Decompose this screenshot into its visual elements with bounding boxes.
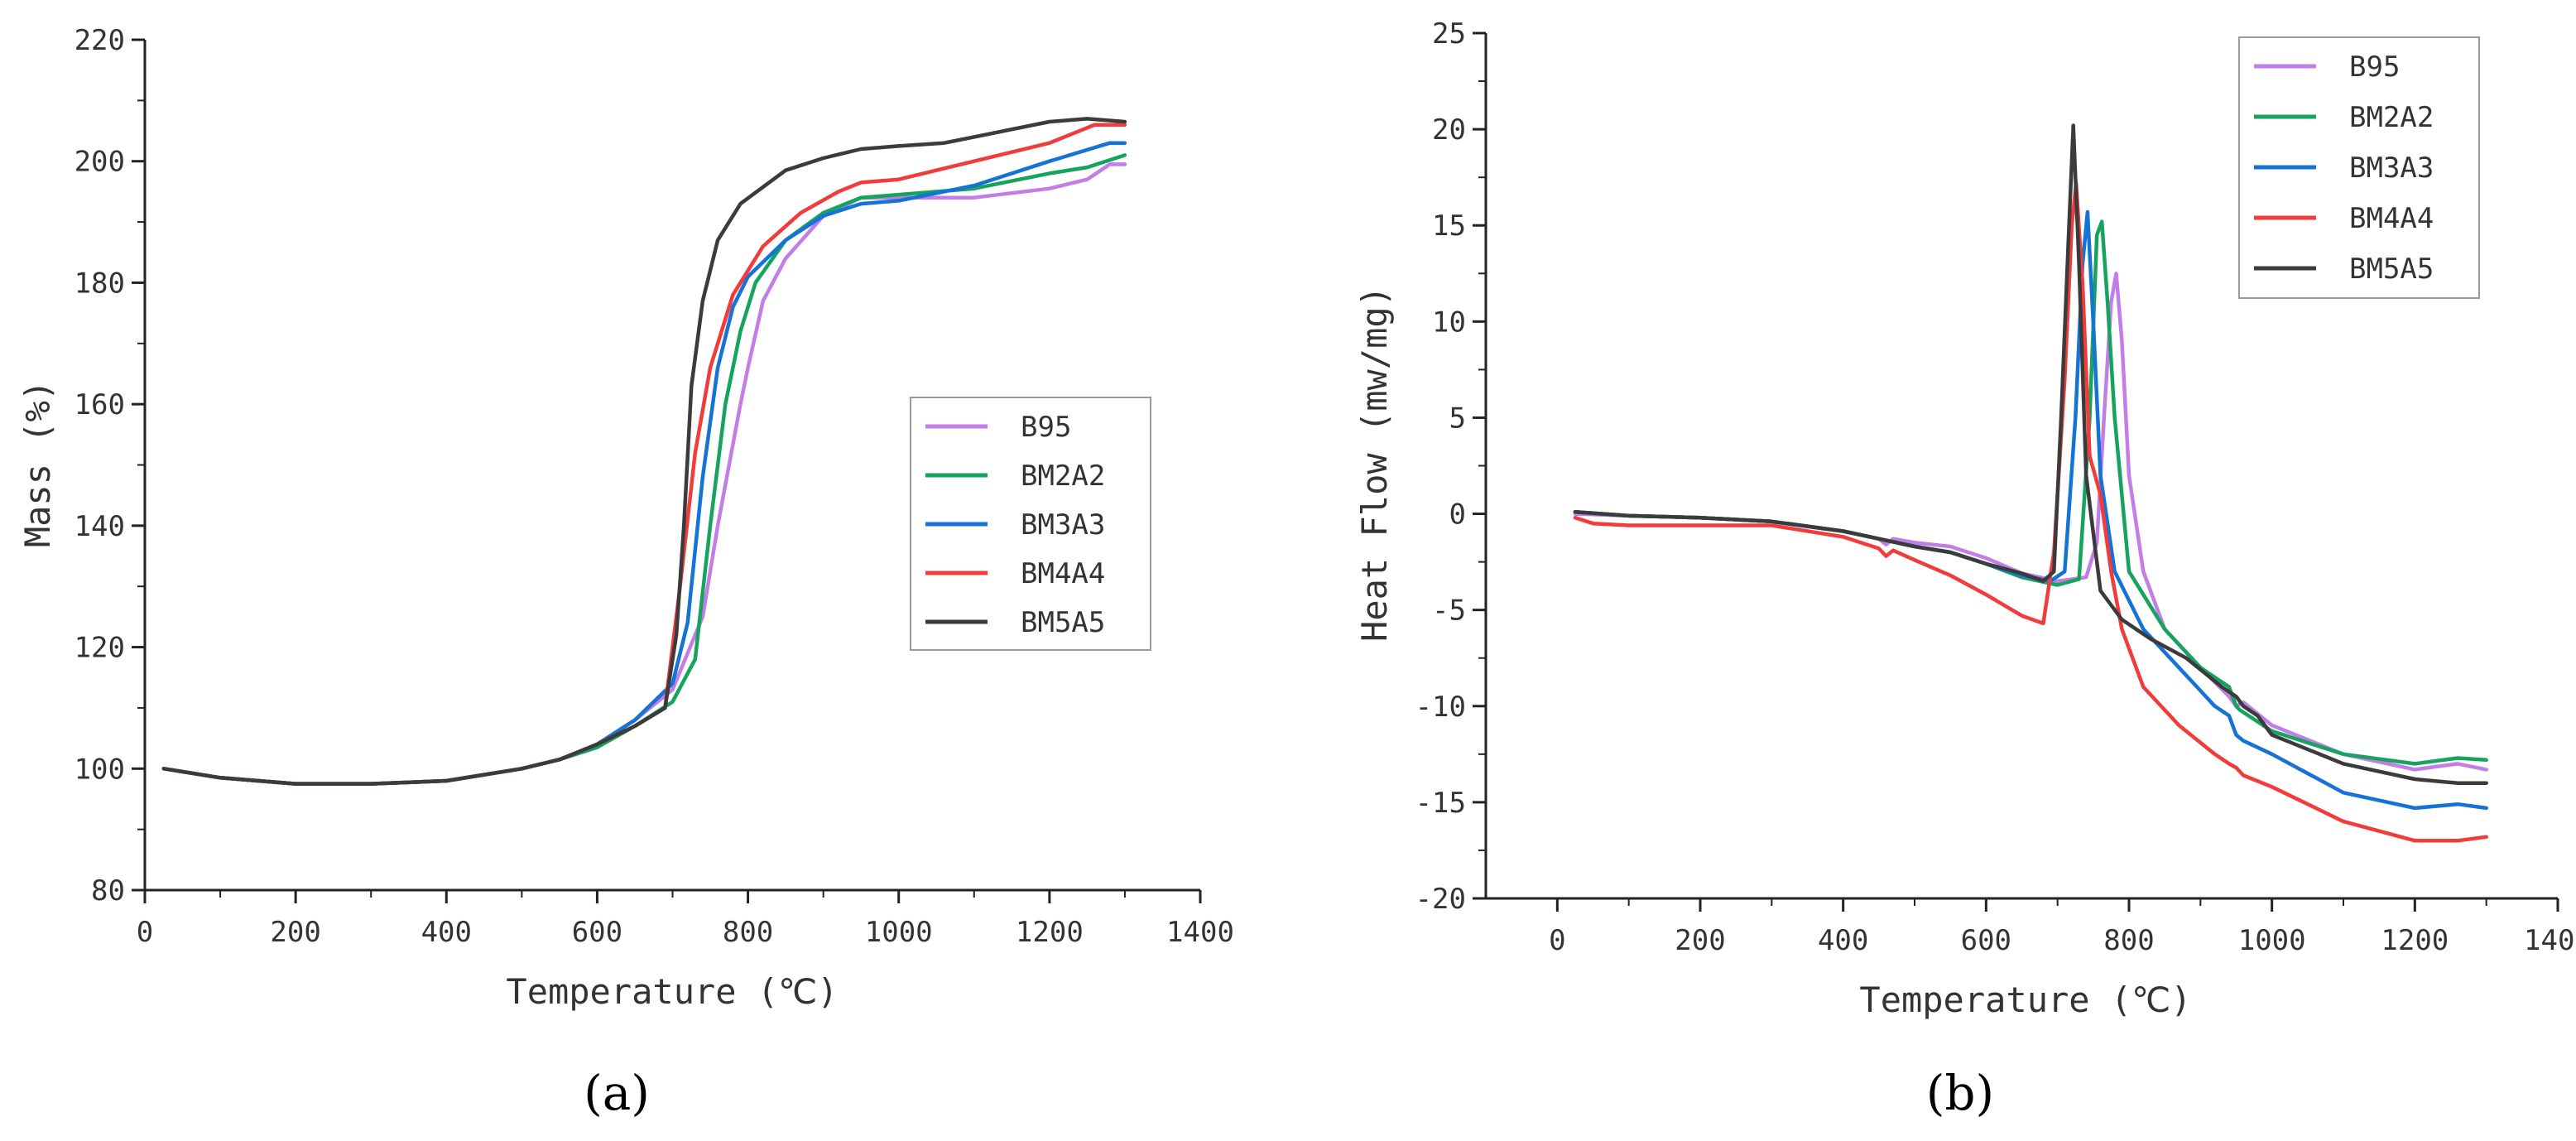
chart-a-y-tick-label: 200: [74, 146, 125, 179]
chart-b-panel-label: (b): [1926, 1065, 1994, 1121]
chart-b-legend-label-bm3a3: BM3A3: [2349, 152, 2434, 185]
chart-b-x-tick-labels: 0 200 400 600 800 1000 1200 1400: [1549, 924, 2576, 957]
chart-a-x-tick-label: 0: [137, 916, 153, 949]
chart-a-y-axis-title: Mass (%): [17, 380, 58, 547]
chart-a-y-tick-label: 100: [74, 753, 125, 786]
chart-a-legend-label-bm4a4: BM4A4: [1021, 557, 1105, 590]
chart-b-y-tick-label: 20: [1432, 113, 1466, 147]
chart-a-y-tick-label: 80: [91, 874, 125, 908]
chart-b-legend-label-b95: B95: [2349, 51, 2400, 84]
chart-a-y-tick-label: 120: [74, 632, 125, 665]
chart-a-x-tick-label: 1200: [1016, 916, 1084, 949]
chart-b: 0 200 400 600 800 1000 1200 1400 -20 -15 -10 -5 0 5 1…: [1354, 17, 2576, 1121]
chart-b-y-tick-label: -10: [1415, 691, 1466, 724]
chart-b-x-tick-label: 1400: [2524, 924, 2576, 957]
chart-a-ticks: [132, 38, 1202, 903]
chart-b-legend: B95 BM2A2 BM3A3 BM4A4 BM5A5: [2238, 36, 2480, 299]
chart-a-y-tick-label: 160: [74, 388, 125, 421]
chart-a-y-tick-label: 220: [74, 24, 125, 57]
chart-b-x-tick-label: 1200: [2381, 924, 2449, 957]
chart-b-x-tick-label: 0: [1549, 924, 1565, 957]
chart-a-legend-label-b95: B95: [1021, 411, 1071, 444]
chart-b-x-tick-label: 1000: [2238, 924, 2306, 957]
chart-a-x-tick-labels: 0 200 400 600 800 1000 1200 1400: [137, 916, 1234, 949]
chart-a-legend-label-bm2a2: BM2A2: [1021, 460, 1105, 493]
chart-a-x-tick-label: 200: [270, 916, 320, 949]
chart-b-y-tick-label: 0: [1449, 498, 1466, 532]
chart-a-x-tick-label: 1000: [865, 916, 933, 949]
chart-b-legend-label-bm4a4: BM4A4: [2349, 202, 2434, 235]
chart-b-series-bm5a5: [1573, 123, 2488, 785]
chart-a-legend-label-bm5a5: BM5A5: [1021, 606, 1105, 639]
chart-a-x-tick-label: 400: [421, 916, 472, 949]
chart-b-y-tick-label: 5: [1449, 402, 1466, 435]
chart-a-legend-label-bm3a3: BM3A3: [1021, 508, 1105, 542]
chart-b-x-tick-label: 400: [1818, 924, 1868, 957]
chart-b-plot-area: [1573, 123, 2488, 843]
chart-b-x-axis-title: Temperature (℃): [1859, 980, 2191, 1020]
chart-a-series-bm5a5: [161, 117, 1127, 786]
chart-a-panel-label: (a): [584, 1065, 650, 1121]
chart-a-y-tick-label: 140: [74, 510, 125, 543]
chart-b-x-tick-label: 600: [1961, 924, 2011, 957]
chart-b-series-bm3a3: [1573, 209, 2488, 811]
chart-b-series-b95: [1573, 272, 2488, 772]
chart-b-y-tick-label: -5: [1432, 595, 1466, 628]
chart-a-x-tick-label: 800: [723, 916, 773, 949]
chart-b-y-tick-label: 25: [1432, 17, 1466, 51]
chart-a-plot-area: [161, 117, 1127, 786]
chart-b-y-tick-label: 15: [1432, 209, 1466, 243]
chart-b-legend-label-bm5a5: BM5A5: [2349, 253, 2434, 286]
chart-b-series-bm4a4: [1573, 181, 2488, 843]
chart-b-series-bm2a2: [1573, 219, 2488, 766]
chart-b-x-tick-label: 200: [1675, 924, 1725, 957]
chart-b-y-tick-label: 10: [1432, 306, 1466, 339]
chart-b-y-tick-labels: -20 -15 -10 -5 0 5 10 15 20 25: [1415, 17, 1466, 916]
chart-b-y-tick-label: -20: [1415, 883, 1466, 916]
chart-a-x-axis-title: Temperature (℃): [506, 971, 838, 1012]
chart-a-legend: B95 BM2A2 BM3A3 BM4A4 BM5A5: [910, 397, 1151, 651]
chart-a-y-tick-labels: 80 100 120 140 160 180 200 220: [74, 24, 125, 908]
chart-a-x-tick-label: 600: [572, 916, 622, 949]
chart-b-y-axis-title: Heat Flow (mw/mg): [1354, 286, 1395, 642]
chart-b-x-tick-label: 800: [2103, 924, 2154, 957]
chart-a-x-tick-label: 1400: [1166, 916, 1234, 949]
chart-b-ticks: [1473, 31, 2559, 912]
chart-a-y-tick-label: 180: [74, 267, 125, 300]
chart-a: 0 200 400 600 800 1000 1200 1400 80 100 120 140 160…: [17, 24, 1234, 1121]
chart-b-y-tick-label: -15: [1415, 787, 1466, 820]
chart-b-legend-label-bm2a2: BM2A2: [2349, 101, 2434, 134]
